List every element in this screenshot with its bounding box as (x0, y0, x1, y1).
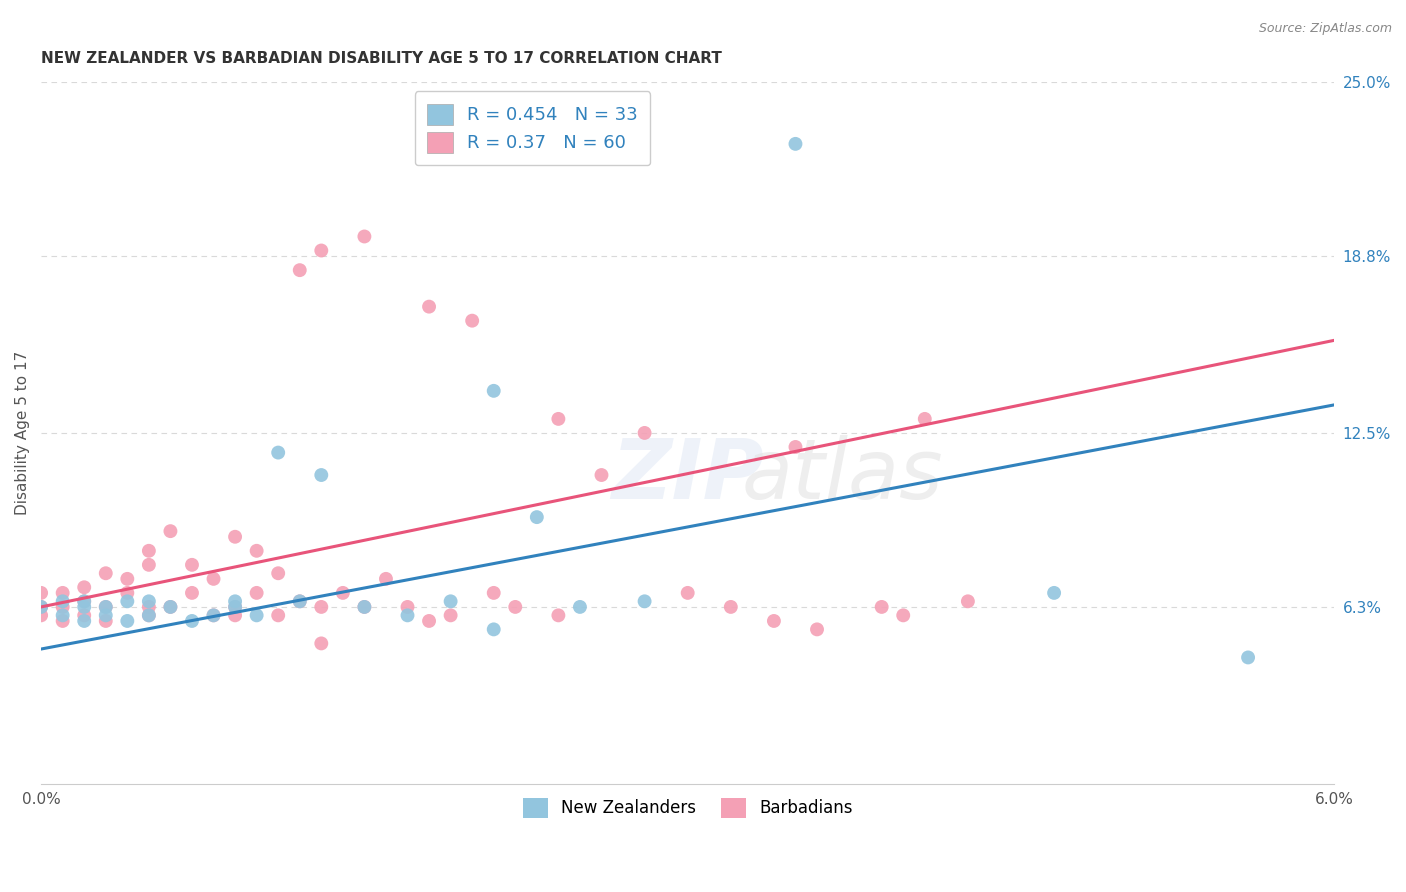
Point (311, 468, 333, 483)
Point (94, 599, 117, 614)
Point (482, 384, 505, 398)
Point (224, 608, 246, 623)
Point (526, 510, 548, 524)
Point (138, 543, 160, 558)
Point (52, 586, 75, 600)
Point (181, 614, 204, 628)
Text: Source: ZipAtlas.com: Source: ZipAtlas.com (1258, 22, 1392, 36)
Point (806, 623, 828, 637)
Point (439, 608, 461, 623)
Point (181, 586, 204, 600)
Point (52, 594, 75, 608)
Point (138, 558, 160, 572)
Point (224, 530, 246, 544)
Point (73, 614, 96, 628)
Point (30, 599, 52, 614)
Point (956, 594, 979, 608)
Point (267, 608, 290, 623)
Point (30, 586, 52, 600)
Y-axis label: Disability Age 5 to 17: Disability Age 5 to 17 (15, 351, 30, 515)
Point (117, 594, 139, 608)
Point (633, 425, 655, 440)
Point (224, 594, 246, 608)
Point (720, 599, 742, 614)
Point (785, 440, 807, 454)
Point (288, 594, 311, 608)
Point (353, 599, 375, 614)
Point (439, 594, 461, 608)
Point (224, 599, 246, 614)
Point (568, 131, 591, 145)
Legend: New Zealanders, Barbadians: New Zealanders, Barbadians (516, 791, 859, 824)
Point (891, 608, 914, 623)
Point (288, 263, 311, 277)
Point (181, 558, 204, 572)
Point (482, 623, 505, 637)
Point (375, 572, 398, 586)
Point (332, 586, 354, 600)
Text: atlas: atlas (742, 434, 943, 516)
Point (94, 566, 117, 581)
Point (676, 586, 699, 600)
Point (311, 244, 333, 258)
Point (138, 608, 160, 623)
Point (288, 594, 311, 608)
Point (202, 572, 225, 586)
Text: ZIP: ZIP (612, 434, 763, 516)
Point (159, 599, 181, 614)
Point (117, 586, 139, 600)
Point (94, 599, 117, 614)
Point (73, 594, 96, 608)
Point (159, 524, 181, 538)
Point (418, 614, 440, 628)
Point (547, 412, 569, 426)
Point (267, 566, 290, 581)
Point (117, 572, 139, 586)
Point (73, 608, 96, 623)
Point (94, 614, 117, 628)
Point (547, 608, 569, 623)
Point (482, 586, 505, 600)
Point (138, 599, 160, 614)
Point (914, 412, 936, 426)
Point (1043, 586, 1066, 600)
Point (396, 599, 419, 614)
Point (159, 599, 181, 614)
Point (1237, 650, 1260, 665)
Point (762, 614, 785, 628)
Point (785, 136, 807, 151)
Point (224, 599, 246, 614)
Point (73, 594, 96, 608)
Point (633, 594, 655, 608)
Point (117, 614, 139, 628)
Point (202, 608, 225, 623)
Text: NEW ZEALANDER VS BARBADIAN DISABILITY AGE 5 TO 17 CORRELATION CHART: NEW ZEALANDER VS BARBADIAN DISABILITY AG… (41, 51, 723, 66)
Point (870, 599, 893, 614)
Point (246, 608, 269, 623)
Point (418, 300, 440, 314)
Point (73, 580, 96, 594)
Point (591, 468, 613, 483)
Point (353, 599, 375, 614)
Point (311, 599, 333, 614)
Point (202, 608, 225, 623)
Point (30, 599, 52, 614)
Point (52, 599, 75, 614)
Point (568, 599, 591, 614)
Point (30, 608, 52, 623)
Point (138, 608, 160, 623)
Point (503, 599, 526, 614)
Point (52, 608, 75, 623)
Point (461, 313, 484, 327)
Point (52, 614, 75, 628)
Point (396, 608, 419, 623)
Point (246, 543, 269, 558)
Point (311, 636, 333, 650)
Point (94, 608, 117, 623)
Point (353, 229, 375, 244)
Point (73, 599, 96, 614)
Point (267, 445, 290, 459)
Point (246, 586, 269, 600)
Point (138, 594, 160, 608)
